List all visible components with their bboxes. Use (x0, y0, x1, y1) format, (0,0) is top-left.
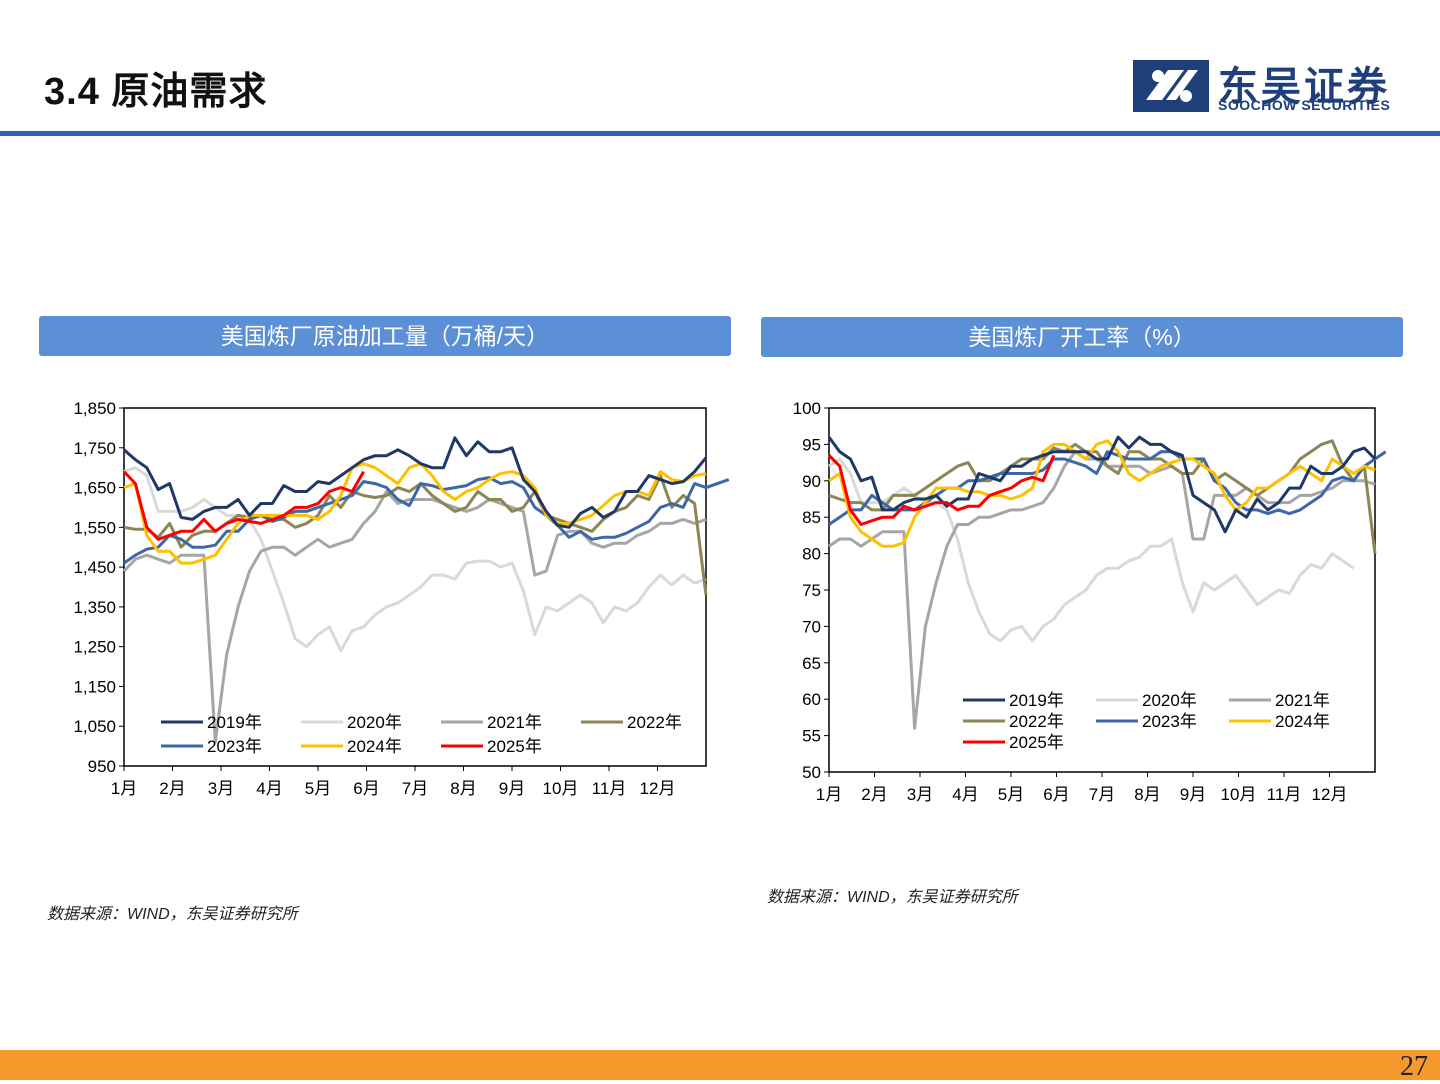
y-tick-label: 70 (802, 617, 821, 636)
logo-text-en: SOOCHOW SECURITIES (1218, 97, 1391, 113)
series-2024年 (828, 439, 1376, 548)
x-tick-label: 6月 (1043, 785, 1069, 804)
series-2025年 (122, 470, 365, 541)
x-tick-label: 4月 (952, 785, 978, 804)
x-tick-label: 1月 (111, 779, 137, 798)
legend-label: 2020年 (347, 713, 402, 732)
y-tick-label: 1,550 (73, 518, 116, 537)
legend-label: 2023年 (207, 737, 262, 756)
header-rule (0, 131, 1440, 136)
right-chart-title: 美国炼厂开工率（%） (761, 317, 1403, 357)
logo-text-cn: 东吴证券 (1218, 65, 1390, 109)
legend-label: 2021年 (1275, 691, 1330, 710)
y-tick-label: 1,150 (73, 677, 116, 696)
legend-label: 2022年 (1009, 712, 1064, 731)
legend-label: 2025年 (487, 737, 542, 756)
legend-label: 2025年 (1009, 733, 1064, 752)
series-2023年 (123, 476, 730, 565)
legend-label: 2020年 (1142, 691, 1197, 710)
left-chart-svg: 1,850 1,750 1,650 1,550 1,450 1,350 1,250 1,150… (73, 399, 730, 798)
y-tick-label: 85 (802, 508, 821, 527)
y-tick-label: 1,750 (73, 439, 116, 458)
legend-label: 2021年 (487, 713, 542, 732)
series-line-2021年 (122, 490, 707, 744)
series-line-2025年 (122, 470, 365, 541)
series-line-2024年 (123, 462, 707, 565)
x-tick-label: 11月 (592, 779, 627, 798)
y-tick-label: 55 (802, 727, 821, 746)
x-tick-label: 9月 (499, 779, 525, 798)
x-tick-label: 6月 (353, 779, 379, 798)
x-tick-label: 12月 (1312, 785, 1348, 804)
logo-mark-icon (1133, 60, 1209, 112)
x-tick-label: 2月 (861, 785, 887, 804)
y-tick-label: 950 (88, 757, 116, 776)
series-2020年 (123, 466, 707, 653)
x-tick-label: 3月 (907, 785, 933, 804)
y-tick-label: 65 (802, 654, 821, 673)
legend-label: 2023年 (1142, 712, 1197, 731)
x-tick-label: 4月 (256, 779, 282, 798)
left-chart-title: 美国炼厂原油加工量（万桶/天） (39, 316, 731, 356)
y-tick-label: 1,650 (73, 479, 116, 498)
page-title: 3.4 原油需求 (44, 71, 268, 113)
x-tick-label: 8月 (450, 779, 476, 798)
series-2024年 (123, 462, 707, 565)
y-tick-label: 90 (802, 472, 821, 491)
x-tick-label: 12月 (640, 779, 676, 798)
series-line-2024年 (828, 439, 1376, 548)
legend-label: 2024年 (347, 737, 402, 756)
series-line-2019年 (827, 435, 1377, 534)
x-tick-label: 3月 (208, 779, 234, 798)
y-tick-label: 1,250 (73, 638, 116, 657)
series-2019年 (827, 435, 1377, 534)
y-tick-label: 50 (802, 763, 821, 782)
x-tick-label: 5月 (305, 779, 331, 798)
legend-label: 2024年 (1275, 712, 1330, 731)
left-source-note: 数据来源：WIND，东吴证券研究所 (47, 906, 298, 923)
page-number: 27 (1400, 1051, 1428, 1082)
legend-label: 2019年 (207, 713, 262, 732)
right-source-note: 数据来源：WIND，东吴证券研究所 (767, 889, 1018, 906)
x-tick-label: 10月 (1221, 785, 1257, 804)
x-tick-label: 7月 (402, 779, 428, 798)
legend-label: 2019年 (1009, 691, 1064, 710)
x-tick-label: 1月 (816, 785, 842, 804)
series-line-2020年 (123, 466, 707, 653)
legend-label: 2022年 (627, 713, 682, 732)
y-tick-label: 100 (793, 399, 821, 418)
series-2019年 (123, 436, 708, 529)
x-tick-label: 9月 (1180, 785, 1206, 804)
series-line-2020年 (828, 457, 1355, 643)
x-tick-label: 8月 (1134, 785, 1160, 804)
company-logo: 东吴证券 SOOCHOW SECURITIES (1132, 56, 1422, 116)
series-line-2023年 (123, 476, 730, 565)
y-tick-label: 1,450 (73, 558, 116, 577)
y-tick-label: 1,050 (73, 717, 116, 736)
y-tick-label: 95 (802, 435, 821, 454)
x-tick-label: 11月 (1267, 785, 1302, 804)
series-line-2019年 (123, 436, 708, 529)
x-tick-label: 2月 (159, 779, 185, 798)
right-chart-svg: 100 95 90 85 80 75 70 65 60 55 50 1月 2月 3月 4月 5月 6月 7月 8月 9… (793, 399, 1387, 804)
series-2025年 (827, 454, 1056, 526)
series-2021年 (122, 490, 707, 744)
x-tick-label: 10月 (543, 779, 579, 798)
series-line-2025年 (827, 454, 1056, 526)
y-tick-label: 1,850 (73, 399, 116, 418)
y-tick-label: 75 (802, 581, 821, 600)
x-tick-label: 5月 (998, 785, 1024, 804)
footer-bar (0, 1050, 1440, 1080)
series-2020年 (828, 457, 1355, 643)
y-tick-label: 60 (802, 690, 821, 709)
left-chart: 1,850 1,750 1,650 1,550 1,450 1,350 1,250 1,150… (39, 392, 731, 812)
x-tick-label: 7月 (1089, 785, 1115, 804)
y-tick-label: 80 (802, 545, 821, 564)
right-chart: 100 95 90 85 80 75 70 65 60 55 50 1月 2月 3月 4月 5月 6月 7月 8月 9… (761, 392, 1403, 822)
y-tick-label: 1,350 (73, 598, 116, 617)
